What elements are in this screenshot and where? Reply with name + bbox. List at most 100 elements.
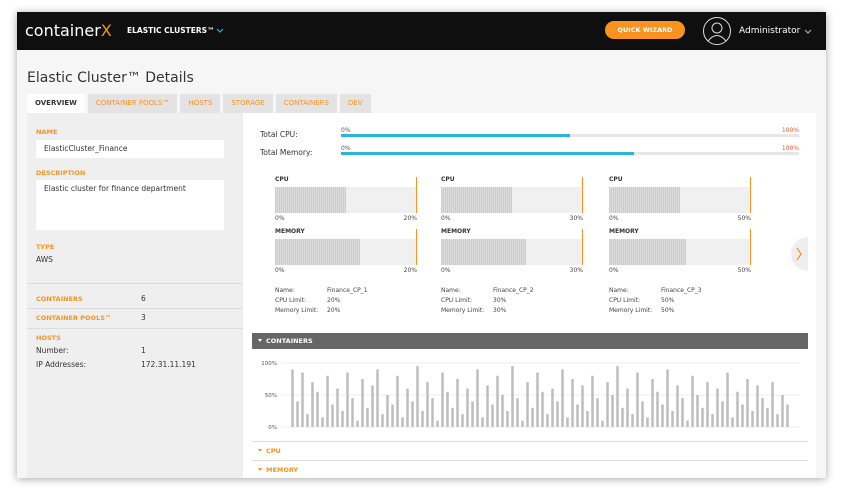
nav-caret xyxy=(216,28,224,33)
pool-info-value: 20% xyxy=(327,297,341,304)
bar xyxy=(646,417,649,427)
tab[interactable]: CONTAINERS xyxy=(275,94,337,113)
tab[interactable]: CONTAINER POOLS™ xyxy=(87,94,178,113)
bar xyxy=(436,420,439,427)
pool-tick-label: 0% xyxy=(275,215,285,222)
pool-info-label: Name: xyxy=(609,287,629,294)
tab[interactable]: HOSTS xyxy=(180,94,221,113)
bar xyxy=(321,417,324,427)
bar xyxy=(686,420,689,427)
bar xyxy=(716,388,719,427)
limit-line xyxy=(416,177,417,213)
name-input[interactable]: ElasticCluster_Finance xyxy=(36,140,224,158)
avatar[interactable] xyxy=(702,16,732,46)
bar xyxy=(561,369,564,427)
pool-info-label: CPU Limit: xyxy=(609,297,641,304)
pool-tick-label: 0% xyxy=(609,215,619,222)
bar xyxy=(381,414,384,427)
logo[interactable]: containerX xyxy=(25,21,112,40)
bar xyxy=(466,388,469,427)
y-tick-label: 50% xyxy=(265,393,277,399)
next-arrow[interactable] xyxy=(788,236,808,272)
bar xyxy=(416,366,419,427)
bar xyxy=(531,407,534,427)
bar xyxy=(336,388,339,427)
nav-clusters[interactable]: ELASTIC CLUSTERS™ xyxy=(127,26,215,35)
pool-info-value: Finance_CP_2 xyxy=(493,287,534,294)
separator xyxy=(252,460,808,461)
bar xyxy=(421,411,424,427)
limit-line xyxy=(750,229,751,265)
bar xyxy=(581,385,584,427)
bar xyxy=(526,382,529,427)
limit-line xyxy=(582,177,583,213)
user-name[interactable]: Administrator xyxy=(739,26,801,36)
pool-meter-fill xyxy=(609,239,686,265)
pool-meter-label: CPU xyxy=(275,176,289,183)
bar xyxy=(511,366,514,427)
y-tick-label: 100% xyxy=(261,361,277,367)
section-title[interactable]: CPU xyxy=(266,447,281,455)
bar xyxy=(676,385,679,427)
pool-tick-label: 0% xyxy=(275,267,285,274)
field-label: HOSTS xyxy=(36,334,61,342)
pool-info-label: Name: xyxy=(441,287,461,294)
pool-tick-label: 20% xyxy=(403,215,417,222)
bar xyxy=(601,420,604,427)
containers-chart: 0% 50% 100% xyxy=(261,361,800,431)
meter-tick-label: 0% xyxy=(341,127,351,134)
description-input[interactable]: Elastic cluster for finance department xyxy=(36,180,224,230)
bar xyxy=(371,385,374,427)
bar xyxy=(291,369,294,427)
section-title[interactable]: CONTAINERS xyxy=(266,337,313,345)
bar xyxy=(571,379,574,427)
field-label: DESCRIPTION xyxy=(36,169,86,177)
limit-line xyxy=(416,229,417,265)
pool-info-label: CPU Limit: xyxy=(275,297,307,304)
section-title[interactable]: MEMORY xyxy=(266,466,299,474)
bar xyxy=(396,375,399,427)
section-caret xyxy=(258,449,262,452)
quick-wizard-button[interactable]: QUICK WIZARD xyxy=(605,21,685,39)
bar xyxy=(631,414,634,427)
tab[interactable]: DEV xyxy=(339,94,371,113)
separator xyxy=(27,328,243,329)
bar xyxy=(331,404,334,427)
bar xyxy=(356,420,359,427)
bar xyxy=(326,375,329,427)
bar xyxy=(746,379,749,427)
pool-info-label: Memory Limit: xyxy=(441,307,485,314)
field-value: 1 xyxy=(141,346,146,355)
meter-label: Total Memory: xyxy=(260,148,313,157)
bar xyxy=(651,379,654,427)
pool-info-value: Finance_CP_3 xyxy=(661,287,702,294)
field-value: 3 xyxy=(141,313,146,322)
bar xyxy=(516,398,519,427)
bar xyxy=(591,375,594,427)
pool-meter-label: MEMORY xyxy=(441,228,471,235)
bar xyxy=(296,401,299,427)
pool-meter-label: CPU xyxy=(609,176,623,183)
bar xyxy=(481,417,484,427)
pool-info-label: CPU Limit: xyxy=(441,297,473,304)
bar xyxy=(391,404,394,427)
bar xyxy=(656,391,659,427)
bar xyxy=(486,385,489,427)
section-header[interactable] xyxy=(252,333,808,349)
field-label: IP Addresses: xyxy=(36,360,87,369)
field-label: Number: xyxy=(36,346,69,355)
bar xyxy=(596,398,599,427)
pool-meter-label: MEMORY xyxy=(275,228,305,235)
field-label: TYPE xyxy=(36,243,55,251)
limit-line xyxy=(582,229,583,265)
bar xyxy=(556,401,559,427)
bar xyxy=(751,411,754,427)
meter-tick-label: 100% xyxy=(781,127,799,134)
separator xyxy=(27,283,243,284)
tab[interactable]: STORAGE xyxy=(223,94,273,113)
bar xyxy=(366,407,369,427)
tab[interactable]: OVERVIEW xyxy=(27,94,85,113)
pool-info-label: Memory Limit: xyxy=(609,307,653,314)
meter-fill xyxy=(341,152,635,155)
bar xyxy=(621,407,624,427)
